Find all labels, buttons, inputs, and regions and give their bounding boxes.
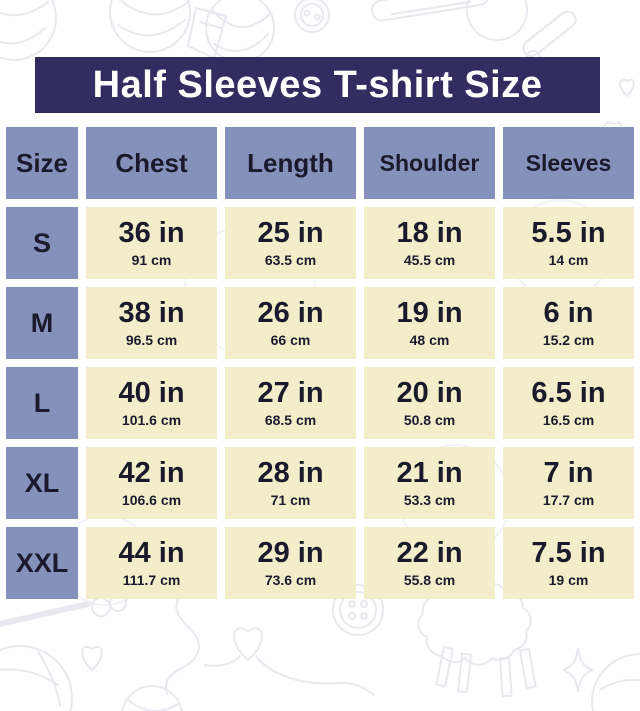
value-cm: 14 cm [548, 251, 589, 268]
cell-l-length: 27 in 68.5 cm [225, 367, 356, 439]
value-cm: 101.6 cm [121, 411, 182, 428]
heart-icon [233, 627, 263, 662]
cell-s-length: 25 in 63.5 cm [225, 207, 356, 279]
value-inches: 27 in [257, 377, 324, 410]
value-cm: 19 cm [548, 571, 589, 588]
cell-xl-length: 28 in 71 cm [225, 447, 356, 519]
value-cm: 15.2 cm [542, 331, 595, 348]
value-inches: 44 in [118, 537, 185, 570]
page-title-text: Half Sleeves T-shirt Size [92, 63, 543, 106]
value-inches: 38 in [118, 297, 185, 330]
size-label-l: L [6, 367, 78, 439]
value-inches: 40 in [118, 377, 185, 410]
cell-m-chest: 38 in 96.5 cm [86, 287, 217, 359]
sparkle-icon [561, 647, 595, 693]
value-inches: 28 in [257, 457, 324, 490]
circle-doodle [466, 0, 528, 41]
value-cm: 63.5 cm [264, 251, 317, 268]
col-header-chest: Chest [86, 127, 217, 199]
value-cm: 45.5 cm [403, 251, 456, 268]
size-label-xl: XL [6, 447, 78, 519]
knitting-needle-icon [0, 594, 127, 627]
value-cm: 50.8 cm [403, 411, 456, 428]
value-inches: 5.5 in [531, 217, 606, 250]
value-cm: 111.7 cm [122, 571, 181, 588]
value-cm: 71 cm [270, 491, 311, 508]
value-cm: 73.6 cm [264, 571, 317, 588]
cell-xxl-shoulder: 22 in 55.8 cm [364, 527, 495, 599]
cell-l-shoulder: 20 in 50.8 cm [364, 367, 495, 439]
button-icon [294, 0, 330, 33]
cell-m-length: 26 in 66 cm [225, 287, 356, 359]
value-cm: 16.5 cm [542, 411, 595, 428]
cell-xl-shoulder: 21 in 53.3 cm [364, 447, 495, 519]
col-header-sleeves: Sleeves [503, 127, 634, 199]
value-inches: 20 in [396, 377, 463, 410]
value-inches: 7 in [543, 457, 594, 490]
value-inches: 29 in [257, 537, 324, 570]
cell-m-shoulder: 19 in 48 cm [364, 287, 495, 359]
yarn-ball-icon [109, 0, 275, 63]
page-title: Half Sleeves T-shirt Size [35, 57, 600, 113]
value-inches: 18 in [396, 217, 463, 250]
size-label-s: S [6, 207, 78, 279]
cell-l-sleeves: 6.5 in 16.5 cm [503, 367, 634, 439]
value-inches: 6 in [543, 297, 594, 330]
cell-l-chest: 40 in 101.6 cm [86, 367, 217, 439]
value-inches: 22 in [396, 537, 463, 570]
col-header-size: Size [6, 127, 78, 199]
size-label-m: M [6, 287, 78, 359]
value-cm: 53.3 cm [403, 491, 456, 508]
cell-xxl-length: 29 in 73.6 cm [225, 527, 356, 599]
cell-xl-chest: 42 in 106.6 cm [86, 447, 217, 519]
value-cm: 91 cm [131, 251, 172, 268]
yarn-ball-icon [0, 0, 57, 61]
value-cm: 66 cm [270, 331, 311, 348]
cell-xxl-sleeves: 7.5 in 19 cm [503, 527, 634, 599]
value-cm: 106.6 cm [121, 491, 182, 508]
value-cm: 96.5 cm [125, 331, 178, 348]
value-inches: 7.5 in [531, 537, 606, 570]
button-icon [332, 584, 384, 636]
value-cm: 17.7 cm [542, 491, 595, 508]
cell-xl-sleeves: 7 in 17.7 cm [503, 447, 634, 519]
col-header-length: Length [225, 127, 356, 199]
yarn-ball-icon [0, 645, 183, 711]
cell-m-sleeves: 6 in 15.2 cm [503, 287, 634, 359]
size-label-xxl: XXL [6, 527, 78, 599]
cell-s-sleeves: 5.5 in 14 cm [503, 207, 634, 279]
col-header-shoulder: Shoulder [364, 127, 495, 199]
value-inches: 21 in [396, 457, 463, 490]
cell-s-shoulder: 18 in 45.5 cm [364, 207, 495, 279]
value-cm: 68.5 cm [264, 411, 317, 428]
value-inches: 42 in [118, 457, 185, 490]
cell-xxl-chest: 44 in 111.7 cm [86, 527, 217, 599]
heart-icon [619, 78, 635, 98]
yarn-string-icon [164, 598, 375, 696]
value-inches: 6.5 in [531, 377, 606, 410]
knitting-needle-icon [370, 0, 490, 22]
size-chart-table: Size Chest Length Shoulder Sleeves S 36 … [6, 127, 634, 599]
value-cm: 48 cm [409, 331, 450, 348]
value-inches: 36 in [118, 217, 185, 250]
cell-s-chest: 36 in 91 cm [86, 207, 217, 279]
value-inches: 26 in [257, 297, 324, 330]
yarn-ball-icon [591, 653, 640, 711]
value-inches: 19 in [396, 297, 463, 330]
value-inches: 25 in [257, 217, 324, 250]
value-cm: 55.8 cm [403, 571, 456, 588]
heart-icon [81, 646, 103, 672]
